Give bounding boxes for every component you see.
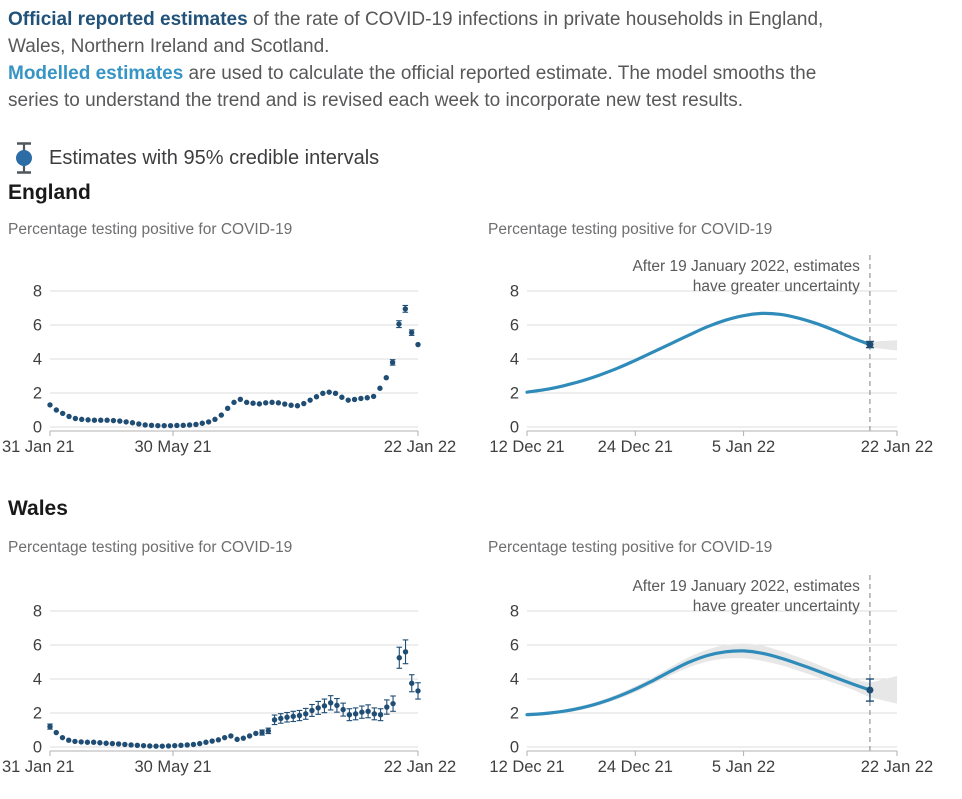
modelled-estimates-key-label: Modelled estimates [8,63,184,84]
svg-text:5 Jan 22: 5 Jan 22 [712,438,775,456]
svg-text:22 Jan 22: 22 Jan 22 [861,758,933,776]
chart-subtitle: Percentage testing positive for COVID-19 [8,221,293,238]
svg-text:8: 8 [33,603,42,621]
credible-interval-icon [16,142,32,174]
chart-subtitle: Percentage testing positive for COVID-19 [8,539,293,556]
svg-text:4: 4 [33,671,42,689]
svg-text:2: 2 [510,385,519,403]
svg-text:have greater uncertainty: have greater uncertainty [693,598,860,615]
chart-subtitle: Percentage testing positive for COVID-19 [488,539,773,556]
svg-text:30 May 21: 30 May 21 [134,438,211,456]
svg-text:31 Jan 21: 31 Jan 21 [2,758,74,776]
legend: Estimates with 95% credible intervals [12,140,379,176]
section-heading-england: England [8,181,91,204]
legend-label: Estimates with 95% credible intervals [49,146,380,169]
svg-text:5 Jan 22: 5 Jan 22 [712,758,775,776]
svg-text:12 Dec 21: 12 Dec 21 [489,758,564,776]
svg-text:22 Jan 22: 22 Jan 22 [384,758,456,776]
england-survey-chart: 0 2 4 6 8 31 Jan 21 30 May 21 22 Jan 22 [2,283,456,457]
svg-text:0: 0 [33,739,42,757]
svg-text:30 May 21: 30 May 21 [134,758,211,776]
intro-line3-rest: are used to calculate the official repor… [183,63,817,84]
wales-survey-chart: 0 2 4 6 8 31 Jan 21 30 May 21 22 Jan 22 [2,603,456,777]
svg-text:0: 0 [510,739,519,757]
wales-model-chart: 0 2 4 6 8 After 19 January 2022, estimates hav… [489,575,933,776]
intro-text: Official reported estimates of the rate … [8,6,958,114]
svg-text:4: 4 [33,351,42,369]
svg-text:0: 0 [33,419,42,437]
svg-text:6: 6 [510,637,519,655]
svg-text:After 19 January 2022, estimat: After 19 January 2022, estimates [632,578,860,595]
svg-text:0: 0 [510,419,519,437]
svg-text:After 19 January 2022, estimat: After 19 January 2022, estimates [632,258,860,275]
svg-text:2: 2 [33,385,42,403]
intro-line: series to understand the trend and is re… [8,90,744,111]
svg-text:4: 4 [510,671,519,689]
svg-text:24 Dec 21: 24 Dec 21 [598,438,673,456]
svg-text:2: 2 [33,705,42,723]
section-heading-wales: Wales [8,497,68,520]
official-estimates-key-label: Official reported estimates [8,9,248,30]
intro-line: Modelled estimates are used to calculate… [8,60,958,87]
intro-line1-rest: of the rate of COVID-19 infections in pr… [247,9,824,30]
svg-text:22 Jan 22: 22 Jan 22 [384,438,456,456]
svg-text:6: 6 [510,317,519,335]
svg-text:6: 6 [33,637,42,655]
svg-text:8: 8 [33,283,42,301]
chart-subtitle: Percentage testing positive for COVID-19 [488,221,773,238]
svg-text:8: 8 [510,603,519,621]
svg-text:4: 4 [510,351,519,369]
intro-line: Wales, Northern Ireland and Scotland. [8,36,330,57]
svg-text:24 Dec 21: 24 Dec 21 [598,758,673,776]
svg-text:6: 6 [33,317,42,335]
svg-text:have greater uncertainty: have greater uncertainty [693,278,860,295]
svg-text:8: 8 [510,283,519,301]
england-model-chart: 0 2 4 6 8 After 19 January 2022, estimates hav… [489,255,933,456]
svg-text:12 Dec 21: 12 Dec 21 [489,438,564,456]
svg-text:31 Jan 21: 31 Jan 21 [2,438,74,456]
svg-text:2: 2 [510,705,519,723]
intro-line: Official reported estimates of the rate … [8,6,958,33]
svg-text:22 Jan 22: 22 Jan 22 [861,438,933,456]
